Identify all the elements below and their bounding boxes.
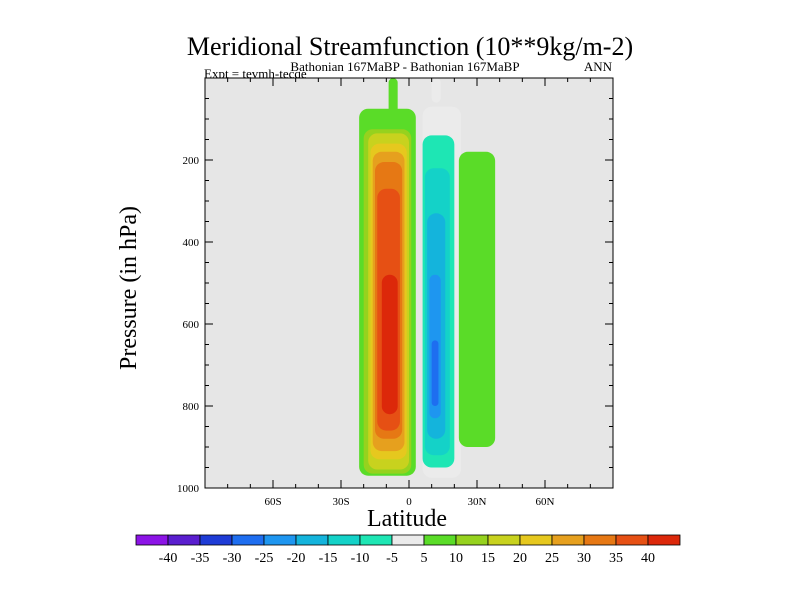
colorbar-label: -20 <box>287 551 306 566</box>
contour-cell-16 <box>458 151 496 448</box>
y-axis-label: Pressure (in hPa) <box>116 206 142 370</box>
colorbar-label: -35 <box>191 551 210 566</box>
colorbar-swatch-16 <box>647 534 681 546</box>
y-tick-label: 1000 <box>177 483 200 495</box>
colorbar-label: -5 <box>386 551 398 566</box>
contour-cell-8 <box>388 78 398 115</box>
x-tick-label: 30N <box>468 496 487 508</box>
colorbar: -40 -35 -30 -25 -20 -15 -10 -5 5 10 15 20 25 30 35 40 <box>135 534 681 566</box>
colorbar-swatch-7 <box>359 534 393 546</box>
colorbar-label: 5 <box>421 551 428 566</box>
x-axis-label: Latitude <box>367 506 447 532</box>
x-tick-label: 30S <box>332 496 349 508</box>
colorbar-swatch-1 <box>167 534 201 546</box>
x-tick-label: 60S <box>264 496 281 508</box>
colorbar-label: 20 <box>513 551 527 566</box>
y-tick-label: 600 <box>183 319 200 331</box>
chart-subtitle-center: Bathonian 167MaBP - Bathonian 167MaBP <box>290 59 519 74</box>
colorbar-label: -40 <box>159 551 178 566</box>
y-axis-ticks: 200 400 600 800 1000 <box>177 77 613 495</box>
y-tick-label: 800 <box>183 401 200 413</box>
colorbar-label: 30 <box>577 551 591 566</box>
colorbar-swatch-15 <box>615 534 649 546</box>
colorbar-swatch-12 <box>519 534 553 546</box>
colorbar-label: 40 <box>641 551 655 566</box>
colorbar-swatch-11 <box>487 534 521 546</box>
colorbar-swatch-13 <box>551 534 585 546</box>
colorbar-swatch-5 <box>295 534 329 546</box>
x-axis-ticks: 60S 30S 0 30N 60N <box>204 78 614 508</box>
colorbar-label: 15 <box>481 551 495 566</box>
colorbar-swatch-2 <box>199 534 233 546</box>
plot-area: 200 400 600 800 1000 60S 30S 0 30N 60N <box>177 77 614 508</box>
colorbar-label: -25 <box>255 551 274 566</box>
colorbar-swatch-6 <box>327 534 361 546</box>
colorbar-label: 35 <box>609 551 623 566</box>
contour-cell-7 <box>381 274 398 415</box>
colorbar-label: 10 <box>449 551 463 566</box>
colorbar-swatch-3 <box>231 534 265 546</box>
colorbar-label: 25 <box>545 551 559 566</box>
y-tick-label: 400 <box>183 237 200 249</box>
colorbar-label: -30 <box>223 551 242 566</box>
colorbar-swatch-0 <box>135 534 169 546</box>
y-tick-label: 200 <box>183 155 200 167</box>
colorbar-swatch-4 <box>263 534 297 546</box>
x-tick-label: 0 <box>406 496 412 508</box>
experiment-label: Expt = tevmh-tecqe <box>204 66 307 81</box>
contour-cell-15 <box>431 340 439 406</box>
x-tick-label: 60N <box>536 496 555 508</box>
colorbar-swatch-9 <box>423 534 457 546</box>
colorbar-swatch-14 <box>583 534 617 546</box>
colorbar-label: -15 <box>319 551 338 566</box>
colorbar-swatch-10 <box>455 534 489 546</box>
contour-cell-9 <box>431 78 441 103</box>
chart-subtitle-right: ANN <box>584 59 613 74</box>
chart-title: Meridional Streamfunction (10**9kg/m-2) <box>187 32 633 61</box>
contour-fills <box>359 78 496 478</box>
colorbar-label: -10 <box>351 551 370 566</box>
colorbar-swatch-8 <box>391 534 425 546</box>
